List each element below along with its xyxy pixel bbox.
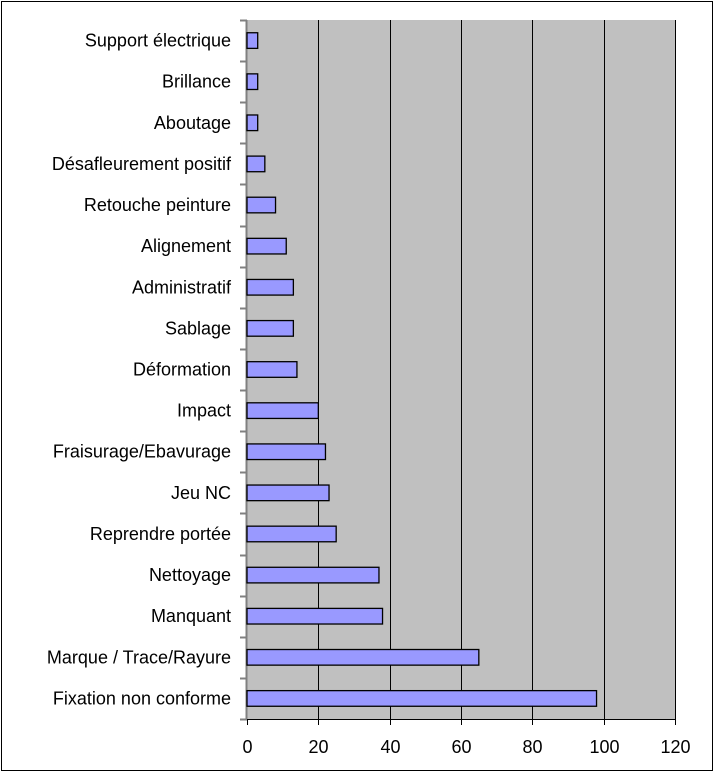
x-tick-label: 60: [451, 737, 471, 757]
y-tick-label: Désafleurement positif: [52, 154, 232, 174]
y-tick-label: Administratif: [132, 277, 232, 297]
bar: [246, 402, 319, 420]
x-tick-label: 120: [660, 737, 690, 757]
bar: [246, 525, 337, 543]
bar: [246, 566, 380, 584]
bar: [246, 278, 295, 296]
y-tick-label: Reprendre portée: [90, 524, 231, 544]
bar: [246, 319, 295, 337]
y-tick-label: Support électrique: [85, 31, 231, 51]
x-tick-label: 20: [308, 737, 328, 757]
bar: [246, 155, 266, 173]
x-tick-label: 100: [589, 737, 619, 757]
y-tick-label: Fixation non conforme: [53, 688, 231, 708]
bar: [246, 114, 259, 132]
bar: [246, 443, 327, 461]
y-tick-label: Alignement: [141, 236, 231, 256]
y-tick-label: Nettoyage: [149, 565, 231, 585]
bar: [246, 196, 277, 214]
bar: [246, 73, 259, 91]
y-tick-label: Brillance: [162, 72, 231, 92]
bar: [246, 237, 287, 255]
bar: [246, 484, 330, 502]
y-tick-label: Sablage: [165, 318, 231, 338]
y-tick-label: Fraisurage/Ebavurage: [53, 442, 231, 462]
bar: [246, 607, 384, 625]
y-tick-label: Retouche peinture: [84, 195, 231, 215]
bar: [246, 361, 298, 378]
y-tick-label: Marque / Trace/Rayure: [47, 647, 231, 667]
x-tick-label: 80: [522, 737, 542, 757]
y-tick-label: Déformation: [133, 360, 231, 380]
bar: [246, 689, 598, 707]
x-tick-label: 40: [380, 737, 400, 757]
bar: [246, 648, 480, 666]
y-tick-label: Aboutage: [154, 113, 231, 133]
bar: [246, 32, 259, 50]
y-tick-label: Impact: [177, 401, 231, 421]
y-tick-label: Manquant: [151, 606, 231, 626]
y-tick-label: Jeu NC: [171, 483, 231, 503]
x-tick-label: 0: [242, 737, 252, 757]
